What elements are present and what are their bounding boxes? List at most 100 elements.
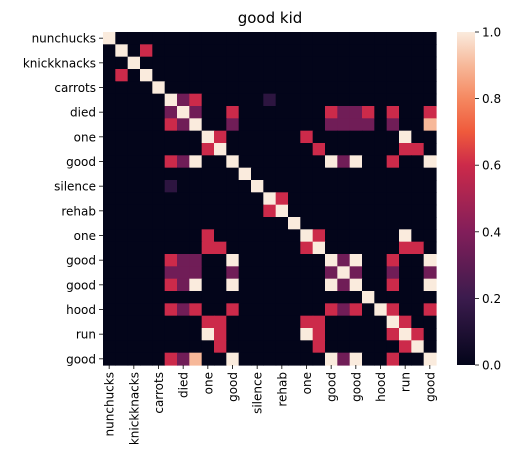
heatmap-cell	[177, 106, 190, 119]
heatmap-cell	[312, 130, 326, 144]
heatmap-cell	[411, 291, 425, 304]
heatmap-cell	[263, 118, 277, 132]
colorbar-tick-label: 0.2	[482, 292, 501, 306]
heatmap-cell	[214, 217, 227, 230]
heatmap-cell	[374, 340, 388, 354]
heatmap-cell	[275, 229, 289, 243]
heatmap-cell	[325, 81, 338, 95]
heatmap-cell	[164, 106, 178, 119]
heatmap-cell	[251, 328, 264, 341]
heatmap-cell	[325, 291, 338, 304]
heatmap-cell	[201, 56, 215, 70]
heatmap-cell	[423, 303, 437, 317]
heatmap-cell	[214, 266, 227, 280]
heatmap-cell	[263, 69, 277, 82]
heatmap-cell	[374, 254, 388, 267]
heatmap-cell	[411, 167, 425, 181]
heatmap-cell	[177, 328, 190, 341]
heatmap-cell	[251, 167, 264, 181]
heatmap-cell	[140, 328, 153, 341]
heatmap-cell	[251, 266, 264, 280]
heatmap-cell	[263, 278, 277, 292]
heatmap-cell	[164, 266, 178, 280]
heatmap-cell	[127, 291, 141, 304]
heatmap-cell	[115, 44, 129, 58]
heatmap-cell	[362, 315, 375, 329]
heatmap-cell	[312, 303, 326, 317]
heatmap-cell	[300, 352, 314, 366]
heatmap-cell	[312, 155, 326, 169]
x-tick-label: good	[325, 372, 339, 402]
heatmap-cell	[337, 254, 351, 267]
y-tick-label: one	[74, 229, 96, 243]
heatmap-cell	[312, 340, 326, 354]
heatmap-cell	[189, 315, 203, 329]
heatmap-cell	[115, 69, 129, 82]
heatmap-cell	[337, 44, 351, 58]
heatmap-cell	[152, 303, 166, 317]
heatmap-cell	[214, 254, 227, 267]
colorbar-tick-label: 0.0	[482, 359, 501, 373]
heatmap-cell	[349, 241, 363, 255]
heatmap-cell	[201, 93, 215, 107]
heatmap-cell	[115, 155, 129, 169]
heatmap-cell	[362, 143, 375, 156]
heatmap-cell	[374, 291, 388, 304]
heatmap-cell	[189, 352, 203, 366]
heatmap-cell	[238, 315, 252, 329]
heatmap-cell	[312, 143, 326, 156]
heatmap-cell	[152, 130, 166, 144]
heatmap-cell	[127, 180, 141, 193]
heatmap-cells	[103, 32, 437, 366]
heatmap-cell	[399, 241, 412, 255]
heatmap-cell	[127, 143, 141, 156]
heatmap-cell	[349, 217, 363, 230]
heatmap-cell	[226, 278, 240, 292]
heatmap-cell	[103, 32, 116, 45]
heatmap-cell	[226, 328, 240, 341]
heatmap-cell	[288, 56, 301, 70]
heatmap-cell	[115, 303, 129, 317]
heatmap-cell	[177, 291, 190, 304]
heatmap-cell	[214, 340, 227, 354]
heatmap-cell	[423, 81, 437, 95]
heatmap-cell	[164, 167, 178, 181]
heatmap-cell	[140, 143, 153, 156]
y-tick-label: hood	[66, 303, 96, 317]
heatmap-cell	[411, 130, 425, 144]
heatmap-cell	[325, 69, 338, 82]
heatmap-cell	[164, 155, 178, 169]
heatmap-cell	[189, 93, 203, 107]
heatmap-cell	[362, 352, 375, 366]
heatmap-cell	[177, 204, 190, 218]
heatmap-cell	[411, 93, 425, 107]
y-tick-label: good	[66, 254, 96, 268]
heatmap-cell	[325, 328, 338, 341]
heatmap-cell	[127, 315, 141, 329]
heatmap-cell	[115, 56, 129, 70]
heatmap-cell	[337, 303, 351, 317]
heatmap-cell	[152, 217, 166, 230]
heatmap-cell	[337, 204, 351, 218]
heatmap-cell	[349, 32, 363, 45]
heatmap-cell	[374, 180, 388, 193]
heatmap-cell	[288, 352, 301, 366]
heatmap-cell	[349, 328, 363, 341]
heatmap-cell	[115, 143, 129, 156]
heatmap-cell	[238, 167, 252, 181]
heatmap-cell	[288, 328, 301, 341]
y-tick-label: died	[70, 106, 96, 120]
heatmap-cell	[226, 93, 240, 107]
heatmap-cell	[337, 352, 351, 366]
heatmap-cell	[337, 315, 351, 329]
heatmap-cell	[238, 340, 252, 354]
heatmap-cell	[337, 278, 351, 292]
heatmap-cell	[349, 155, 363, 169]
heatmap-cell	[374, 106, 388, 119]
heatmap-cell	[411, 118, 425, 132]
heatmap-cell	[325, 44, 338, 58]
heatmap-cell	[288, 278, 301, 292]
heatmap-cell	[275, 266, 289, 280]
heatmap-cell	[115, 180, 129, 193]
heatmap-cell	[238, 118, 252, 132]
